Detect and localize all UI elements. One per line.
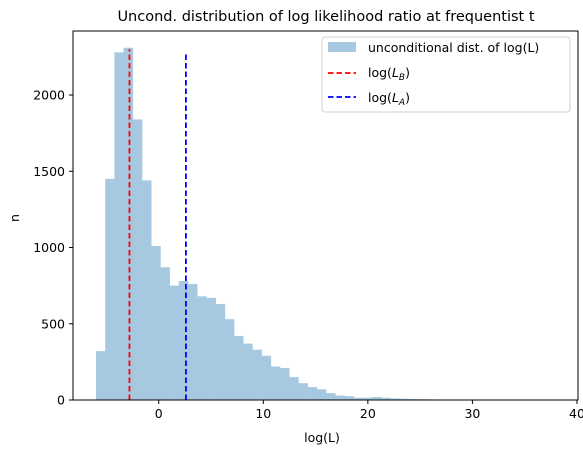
histogram-bar [132, 119, 143, 400]
y-tick-label: 2000 [33, 88, 65, 103]
y-tick-label: 1500 [33, 164, 65, 179]
x-tick-label: 40 [569, 406, 583, 421]
histogram-bar [316, 389, 327, 400]
legend-label-histogram: unconditional dist. of log(L) [368, 40, 539, 55]
y-axis: 0 500 1000 1500 2000 [33, 88, 73, 408]
legend-box [321, 36, 571, 113]
x-axis: 0 10 20 30 40 [155, 400, 583, 421]
histogram-bar [344, 396, 354, 400]
histogram-bar [353, 397, 364, 400]
x-tick-label: 0 [155, 406, 163, 421]
histogram-bar [362, 397, 373, 400]
histogram-bar [270, 366, 281, 400]
histogram-bar [335, 395, 345, 400]
histogram-bar [123, 47, 134, 401]
y-tick-label: 1000 [33, 240, 65, 255]
histogram-bar [142, 180, 152, 400]
y-tick-label: 0 [57, 393, 65, 408]
histogram-bar [261, 355, 272, 400]
y-axis-label: n [7, 214, 22, 222]
x-tick-label: 30 [464, 406, 480, 421]
legend-label-log-lb: log(LB) [368, 65, 410, 83]
x-tick-label: 10 [255, 406, 271, 421]
histogram-bar [114, 52, 124, 400]
histogram-bar [298, 383, 308, 400]
histogram-bar [105, 178, 115, 400]
histogram-bar [160, 267, 170, 400]
histogram-bar [188, 284, 198, 400]
histogram-bar [289, 377, 299, 400]
legend-swatch-histogram [328, 42, 356, 52]
histogram-bar [197, 296, 207, 400]
histogram-bar [169, 285, 180, 400]
histogram-bar [224, 319, 235, 400]
histogram-bar [390, 398, 400, 400]
x-tick-label: 20 [360, 406, 376, 421]
x-axis-label: log(L) [304, 430, 340, 445]
legend-label-log-la: log(LA) [368, 90, 410, 108]
histogram-bar [252, 349, 262, 400]
histogram-bar [381, 397, 391, 400]
histogram-bar [326, 393, 336, 400]
y-tick-label: 500 [41, 316, 65, 331]
histogram-bar [243, 343, 253, 400]
histogram-bar [280, 367, 290, 400]
plot-area [96, 47, 492, 401]
histogram-bar [178, 281, 189, 400]
chart-title: Uncond. distribution of log likelihood r… [117, 9, 534, 25]
histogram-bar [206, 297, 216, 400]
histogram-bar [372, 396, 382, 400]
histogram-bar [307, 387, 318, 400]
legend: unconditional dist. of log(L) log(LB) lo… [321, 36, 571, 113]
histogram-bar [151, 246, 161, 400]
axes-frame [72, 30, 579, 401]
histogram-bar [234, 335, 244, 400]
histogram-bar [215, 303, 226, 400]
histogram-bar [96, 351, 106, 400]
histogram-bar [399, 398, 410, 400]
